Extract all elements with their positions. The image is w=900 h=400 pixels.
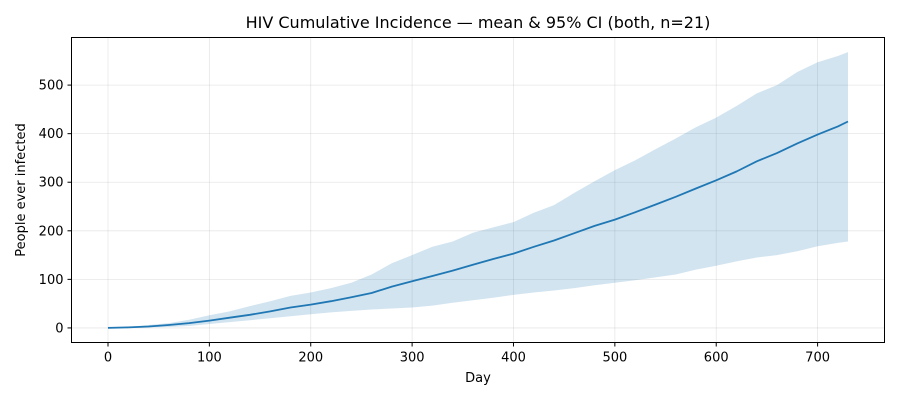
x-tick-label: 600	[704, 351, 729, 366]
y-tick-label: 500	[39, 79, 64, 94]
chart-title: HIV Cumulative Incidence — mean & 95% CI…	[246, 13, 711, 32]
x-tick-label: 300	[400, 351, 425, 366]
plot-frame	[71, 37, 885, 343]
grid	[71, 37, 885, 343]
x-tick-label: 200	[298, 351, 323, 366]
y-tick-label: 200	[39, 224, 64, 239]
y-tick-label: 400	[39, 127, 64, 142]
y-tick-label: 0	[55, 321, 63, 336]
x-tick-label: 100	[197, 351, 222, 366]
x-tick-label: 500	[602, 351, 627, 366]
y-tick-label: 100	[39, 273, 64, 288]
mean-line-layer	[107, 120, 849, 329]
y-tick-label: 300	[39, 176, 64, 191]
x-tick-label: 700	[805, 351, 830, 366]
mean-line	[107, 120, 849, 329]
ci95-band	[108, 52, 848, 328]
x-tick-label: 0	[104, 351, 112, 366]
ci-band-layer	[108, 52, 848, 328]
y-axis-ticks: 0 100 200 300 400 500	[39, 79, 72, 336]
y-axis-label: People ever infected	[14, 123, 29, 256]
x-axis-ticks: 0 100 200 300 400 500 600 700	[104, 342, 830, 366]
x-axis-label: Day	[465, 371, 491, 386]
x-tick-label: 400	[501, 351, 526, 366]
